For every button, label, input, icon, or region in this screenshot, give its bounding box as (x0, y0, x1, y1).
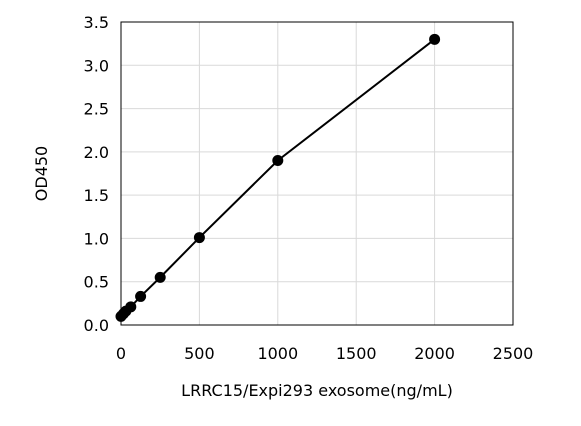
x-axis-title: LRRC15/Expi293 exosome(ng/mL) (181, 381, 453, 400)
grid (120, 21, 514, 326)
y-tick-label: 2.5 (84, 100, 109, 119)
data-point (135, 290, 147, 302)
plot-frame (120, 21, 514, 326)
x-tick-label: 2500 (493, 344, 534, 363)
x-tick-label: 1500 (336, 344, 377, 363)
axes (120, 21, 514, 326)
data-point (193, 232, 205, 244)
y-tick-label: 3.0 (84, 56, 109, 75)
y-tick-label: 0.5 (84, 273, 109, 292)
y-tick-label: 2.0 (84, 143, 109, 162)
x-tick-label: 500 (184, 344, 215, 363)
x-tick-label: 1000 (257, 344, 298, 363)
data-point (154, 271, 166, 283)
tick-labels: 0.0 0.5 1.0 1.5 2.0 2.5 3.0 3.5 0 500 1000 1500 2000… (84, 13, 534, 363)
data-point (429, 33, 441, 45)
data-point (272, 155, 284, 167)
y-tick-label: 3.5 (84, 13, 109, 32)
y-tick-label: 1.5 (84, 186, 109, 205)
series (115, 33, 441, 322)
y-tick-label: 0.0 (84, 316, 109, 335)
x-tick-label: 2000 (414, 344, 455, 363)
x-tick-label: 0 (116, 344, 126, 363)
y-axis-title: OD450 (32, 146, 51, 201)
data-point (125, 301, 137, 313)
y-tick-label: 1.0 (84, 229, 109, 248)
